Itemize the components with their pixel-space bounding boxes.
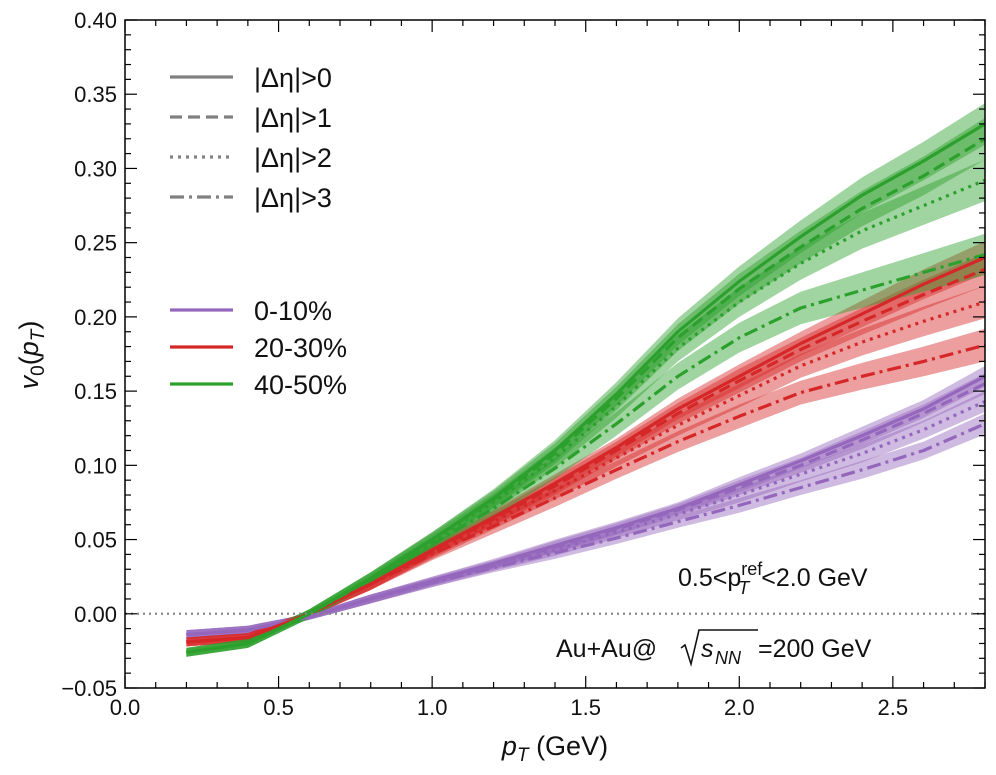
series-line-c4-eta3	[186, 252, 986, 654]
x-tick-label: 1.0	[417, 695, 448, 720]
y-tick-label: 0.00	[74, 602, 117, 627]
annotation-pt-ref: 0.5<pref T <2.0 GeV	[678, 559, 868, 598]
band-c4-eta1	[186, 118, 985, 657]
series-line-c0-eta3	[186, 422, 986, 637]
legend-label-c0: 0-10%	[254, 296, 332, 326]
y-tick-label: 0.15	[74, 379, 117, 404]
series-line-c4-eta2	[186, 178, 986, 654]
legend-label-eta0: |Δη|>0	[254, 63, 332, 93]
series-line-c2-eta1	[186, 267, 986, 644]
y-tick-label: −0.05	[61, 676, 117, 701]
band-c4-eta3	[186, 233, 985, 657]
legend-label-eta2: |Δη|>2	[254, 143, 332, 173]
legend-label-c4: 40-50%	[254, 370, 347, 400]
y-tick-label: 0.30	[74, 156, 117, 181]
legend-label-eta1: |Δη|>1	[254, 103, 332, 133]
y-tick-label: 0.25	[74, 231, 117, 256]
sqrt-sign	[680, 629, 758, 668]
legend-label-eta3: |Δη|>3	[254, 183, 332, 213]
y-tick-label: 0.40	[74, 8, 117, 33]
y-tick-label: 0.10	[74, 453, 117, 478]
y-axis-title: v0(pT)	[14, 321, 49, 390]
x-axis-title: pT (GeV)	[501, 731, 608, 766]
x-title-unit: (GeV)	[529, 731, 609, 761]
y-tick-label: 0.20	[74, 305, 117, 330]
annotation-system-energy: =200 GeV	[758, 635, 872, 663]
x-title-sub: T	[517, 745, 530, 766]
band-c4-eta0	[186, 103, 985, 657]
x-tick-label: 0.0	[110, 695, 141, 720]
y-tick-label: 0.05	[74, 528, 117, 553]
annotations: 0.5<pref T <2.0 GeV Au+Au@ s NN =200 GeV	[556, 559, 872, 668]
band-c4-eta2	[186, 159, 985, 657]
x-tick-label: 1.5	[570, 695, 601, 720]
legend-label-c2: 20-30%	[254, 333, 347, 363]
legend: |Δη|>0 |Δη|>1 |Δη|>2 |Δη|>3 0-10% 20-30% 40-50…	[170, 63, 347, 400]
band-c2-eta0	[186, 241, 985, 647]
annotation-system: Au+Au@	[556, 635, 657, 663]
x-tick-label: 0.5	[263, 695, 294, 720]
series-line-c0-eta2	[186, 400, 986, 637]
axes: 0.0 0.5 1.0 1.5 2.0 2.5 −0.05 0.00 0.05 0.10 0.15 0…	[14, 8, 986, 766]
y-tick-label: 0.35	[74, 82, 117, 107]
x-title-p: p	[501, 731, 517, 761]
annotation-sqrt-subscript: NN	[715, 648, 742, 668]
x-tick-label: 2.0	[724, 695, 755, 720]
annotation-sqrt-radicand: s	[701, 635, 714, 663]
series-lines	[186, 122, 986, 654]
x-tick-label: 2.5	[878, 695, 909, 720]
band-c2-eta3	[186, 328, 985, 647]
band-c0-eta0	[186, 365, 985, 639]
